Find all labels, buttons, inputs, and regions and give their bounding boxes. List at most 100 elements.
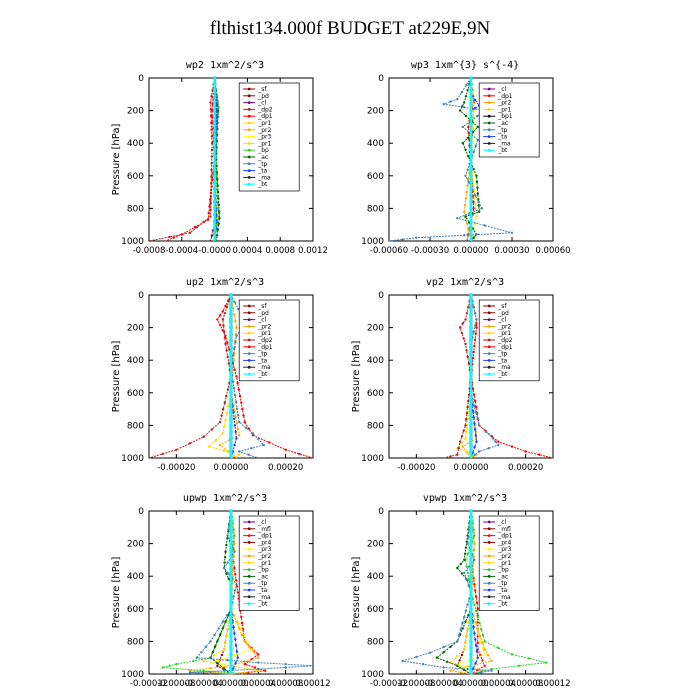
legend-label: _cl	[497, 317, 506, 324]
legend-marker	[487, 588, 491, 592]
y-tick-label: 600	[367, 389, 384, 399]
x-tick-label: -0.0004	[165, 246, 198, 256]
series-point	[473, 422, 476, 425]
series-point	[497, 443, 500, 447]
legend-marker	[487, 114, 491, 118]
chart-wp3: 0 200 400 600 800 1000-0.00060 -0.00030 0.00000…	[361, 74, 570, 256]
series-point	[226, 534, 229, 537]
x-tick-label: 0.00000	[453, 679, 488, 689]
series-point	[471, 131, 474, 134]
series-point	[464, 215, 467, 218]
series-point	[210, 234, 214, 237]
series-point	[483, 224, 486, 227]
series-point	[461, 621, 464, 625]
series-point	[464, 437, 467, 440]
series-point	[223, 425, 226, 428]
series-point	[458, 440, 462, 443]
series-point	[229, 626, 233, 630]
series-point	[229, 443, 233, 447]
series-point	[472, 393, 476, 396]
series-point	[469, 594, 473, 598]
series-point	[213, 161, 217, 165]
series-point	[213, 96, 217, 100]
series-point	[469, 548, 473, 552]
series-point	[464, 197, 468, 200]
series-point	[229, 522, 233, 526]
series-point	[233, 347, 236, 350]
series-point	[483, 648, 486, 651]
x-tick-label: 0.0008	[265, 246, 295, 256]
series-point	[252, 651, 255, 654]
series-point	[221, 627, 224, 630]
legend-label: _pr2	[257, 553, 271, 560]
series-point	[213, 76, 217, 80]
series-point	[469, 219, 473, 223]
legend-label: _tp	[257, 580, 267, 587]
series-point	[216, 659, 219, 663]
series-point	[463, 203, 467, 207]
series-point	[229, 306, 233, 310]
series-point	[224, 641, 227, 644]
series-point	[209, 640, 212, 643]
series-point	[209, 667, 212, 670]
legend-label: _ta	[257, 587, 267, 594]
plot-frame	[148, 77, 314, 242]
series-point	[226, 537, 229, 540]
series-point	[469, 299, 473, 304]
series-point	[481, 641, 484, 644]
legend-marker	[247, 588, 251, 592]
y-tick-label: 800	[367, 204, 384, 214]
series-point	[469, 581, 473, 585]
series-point	[463, 101, 466, 104]
series-point	[229, 423, 233, 427]
legend-label: _ta	[497, 587, 507, 594]
series-point	[240, 628, 243, 631]
legend-marker	[487, 359, 491, 362]
series-point	[229, 352, 233, 356]
series-point	[483, 640, 486, 643]
series-point	[253, 666, 257, 669]
series-point	[233, 654, 236, 657]
x-tick-label: 0.00004	[241, 679, 276, 689]
series-point	[228, 348, 231, 351]
series-point	[473, 603, 476, 606]
legend-label: _cl	[257, 100, 266, 107]
series-point	[456, 566, 459, 570]
legend-label: _pr1	[257, 120, 271, 127]
series-line	[148, 294, 232, 459]
series-point	[210, 155, 213, 158]
series-point	[480, 628, 483, 631]
series-point	[474, 638, 477, 641]
series-point	[545, 661, 548, 664]
series-point	[401, 238, 404, 241]
page-title: flthist134.000f BUDGET at229E,9N	[209, 18, 491, 39]
series-point	[468, 565, 471, 568]
series-point	[469, 423, 473, 427]
series-point	[217, 222, 220, 226]
series-point	[227, 621, 230, 624]
series-point	[469, 542, 473, 546]
series-point	[235, 421, 239, 425]
series-point	[465, 634, 468, 638]
series-point	[467, 228, 470, 231]
series-point	[233, 443, 236, 447]
legend-label: _bt	[497, 601, 508, 608]
series-point	[474, 411, 478, 414]
series-point	[463, 558, 466, 562]
series-point	[469, 607, 473, 611]
y-tick-label: 1000	[361, 670, 384, 680]
series-point	[210, 185, 213, 188]
x-tick-label: 0.00012	[535, 679, 570, 689]
series-point	[466, 136, 469, 139]
series-point	[233, 368, 236, 371]
y-tick-label: 600	[127, 389, 144, 399]
series-point	[241, 628, 245, 631]
series-point	[469, 509, 473, 513]
series-point	[467, 411, 470, 414]
series-point	[210, 175, 213, 178]
series-point	[210, 148, 214, 152]
series-point	[471, 409, 475, 413]
series-point	[481, 634, 485, 637]
chart-panel-vpwp: vpwp 1xm^2/s^3 0 200 400 600 800 1000 -0.00012…	[345, 493, 585, 693]
series-point	[510, 653, 514, 656]
